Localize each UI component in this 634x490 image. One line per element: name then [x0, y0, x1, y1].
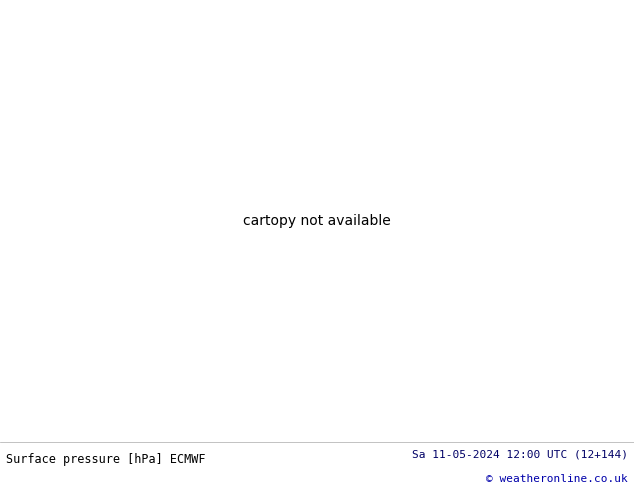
Text: Surface pressure [hPa] ECMWF: Surface pressure [hPa] ECMWF [6, 453, 206, 466]
Text: © weatheronline.co.uk: © weatheronline.co.uk [486, 474, 628, 484]
Text: Sa 11-05-2024 12:00 UTC (12+144): Sa 11-05-2024 12:00 UTC (12+144) [411, 450, 628, 460]
Text: cartopy not available: cartopy not available [243, 214, 391, 227]
